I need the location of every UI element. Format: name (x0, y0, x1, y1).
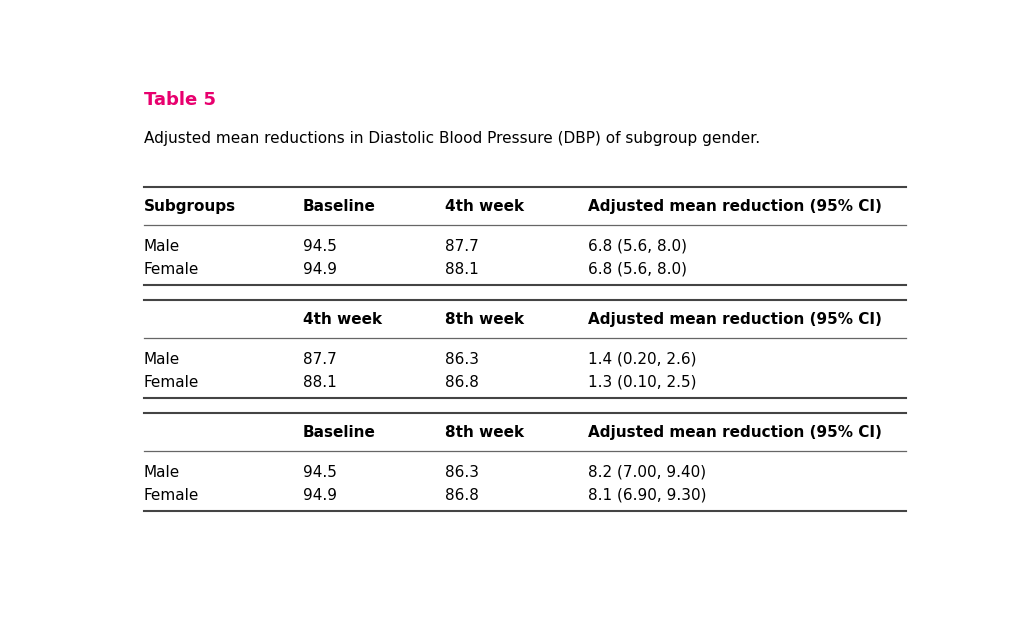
Text: 4th week: 4th week (445, 199, 524, 214)
Text: Subgroups: Subgroups (143, 199, 236, 214)
Text: 6.8 (5.6, 8.0): 6.8 (5.6, 8.0) (588, 239, 687, 253)
Text: 94.5: 94.5 (303, 464, 337, 480)
Text: 8th week: 8th week (445, 312, 524, 327)
Text: 4th week: 4th week (303, 312, 382, 327)
Text: 94.5: 94.5 (303, 239, 337, 253)
Text: 86.3: 86.3 (445, 464, 479, 480)
Text: 1.3 (0.10, 2.5): 1.3 (0.10, 2.5) (588, 375, 696, 390)
Text: 88.1: 88.1 (445, 262, 479, 277)
Text: Male: Male (143, 352, 180, 367)
Text: 87.7: 87.7 (303, 352, 336, 367)
Text: Female: Female (143, 487, 200, 503)
Text: 88.1: 88.1 (303, 375, 336, 390)
Text: 86.3: 86.3 (445, 352, 479, 367)
Text: 87.7: 87.7 (445, 239, 479, 253)
Text: Male: Male (143, 239, 180, 253)
Text: Female: Female (143, 262, 200, 277)
Text: 6.8 (5.6, 8.0): 6.8 (5.6, 8.0) (588, 262, 687, 277)
Text: 8th week: 8th week (445, 425, 524, 440)
Text: 86.8: 86.8 (445, 487, 479, 503)
Text: Adjusted mean reductions in Diastolic Blood Pressure (DBP) of subgroup gender.: Adjusted mean reductions in Diastolic Bl… (143, 131, 760, 145)
Text: Adjusted mean reduction (95% CI): Adjusted mean reduction (95% CI) (588, 425, 882, 440)
Text: Baseline: Baseline (303, 425, 376, 440)
Text: Table 5: Table 5 (143, 91, 216, 109)
Text: 94.9: 94.9 (303, 262, 337, 277)
Text: Female: Female (143, 375, 200, 390)
Text: Adjusted mean reduction (95% CI): Adjusted mean reduction (95% CI) (588, 312, 882, 327)
Text: 8.2 (7.00, 9.40): 8.2 (7.00, 9.40) (588, 464, 707, 480)
Text: Adjusted mean reduction (95% CI): Adjusted mean reduction (95% CI) (588, 199, 882, 214)
Text: Baseline: Baseline (303, 199, 376, 214)
Text: 1.4 (0.20, 2.6): 1.4 (0.20, 2.6) (588, 352, 696, 367)
Text: 8.1 (6.90, 9.30): 8.1 (6.90, 9.30) (588, 487, 707, 503)
Text: 86.8: 86.8 (445, 375, 479, 390)
Text: Male: Male (143, 464, 180, 480)
Text: 94.9: 94.9 (303, 487, 337, 503)
